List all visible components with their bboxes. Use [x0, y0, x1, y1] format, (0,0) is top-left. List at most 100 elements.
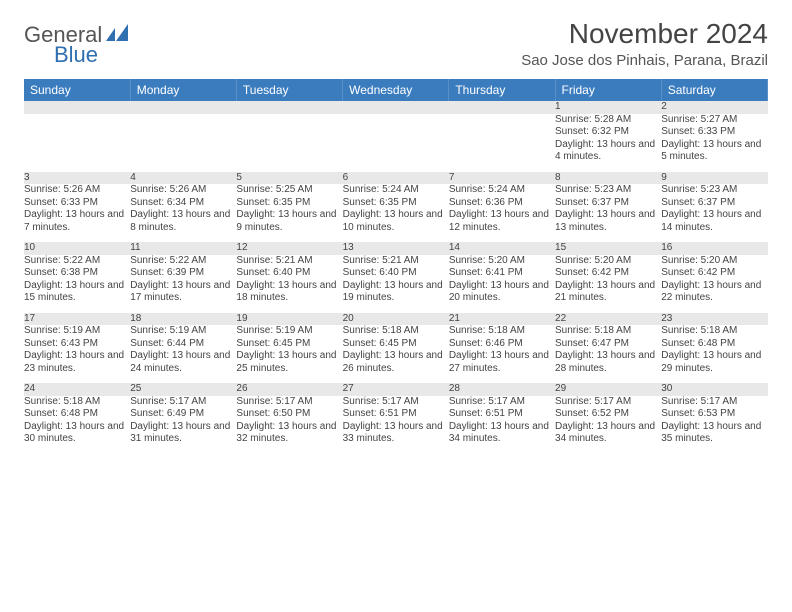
day-number: 9: [661, 172, 667, 183]
daylight-text: Daylight: 13 hours and 15 minutes.: [24, 280, 130, 305]
daylight-text: Daylight: 13 hours and 31 minutes.: [130, 421, 236, 446]
daylight-text: Daylight: 13 hours and 28 minutes.: [555, 350, 661, 375]
day-number-cell: [343, 101, 449, 114]
sunrise-text: Sunrise: 5:26 AM: [24, 184, 130, 197]
day-number-cell: 12: [236, 242, 342, 255]
day-number-cell: 27: [343, 383, 449, 396]
sunset-text: Sunset: 6:43 PM: [24, 338, 130, 351]
day-number-cell: 19: [236, 313, 342, 326]
sunrise-text: Sunrise: 5:19 AM: [24, 325, 130, 338]
weekday-header: Thursday: [449, 79, 555, 101]
day-number-cell: 15: [555, 242, 661, 255]
day-content-cell: Sunrise: 5:27 AMSunset: 6:33 PMDaylight:…: [661, 114, 767, 172]
sunrise-text: Sunrise: 5:17 AM: [343, 396, 449, 409]
day-number: 1: [555, 101, 561, 112]
day-number: 20: [343, 313, 354, 324]
day-number-cell: 18: [130, 313, 236, 326]
sunrise-text: Sunrise: 5:20 AM: [449, 255, 555, 268]
sunset-text: Sunset: 6:49 PM: [130, 408, 236, 421]
day-number: 3: [24, 172, 30, 183]
sunset-text: Sunset: 6:45 PM: [236, 338, 342, 351]
day-content-cell: Sunrise: 5:17 AMSunset: 6:51 PMDaylight:…: [343, 396, 449, 454]
sunset-text: Sunset: 6:41 PM: [449, 267, 555, 280]
daylight-text: Daylight: 13 hours and 12 minutes.: [449, 209, 555, 234]
day-number-cell: 1: [555, 101, 661, 114]
daylight-text: Daylight: 13 hours and 5 minutes.: [661, 139, 767, 164]
daylight-text: Daylight: 13 hours and 7 minutes.: [24, 209, 130, 234]
sunrise-text: Sunrise: 5:23 AM: [661, 184, 767, 197]
day-number-cell: 11: [130, 242, 236, 255]
daylight-text: Daylight: 13 hours and 23 minutes.: [24, 350, 130, 375]
sunrise-text: Sunrise: 5:21 AM: [236, 255, 342, 268]
day-number-cell: 23: [661, 313, 767, 326]
daylight-text: Daylight: 13 hours and 17 minutes.: [130, 280, 236, 305]
daylight-text: Daylight: 13 hours and 24 minutes.: [130, 350, 236, 375]
day-number-cell: [130, 101, 236, 114]
weekday-header: Wednesday: [343, 79, 449, 101]
daynum-row: 3456789: [24, 172, 768, 185]
sunrise-text: Sunrise: 5:18 AM: [661, 325, 767, 338]
daynum-row: 10111213141516: [24, 242, 768, 255]
sunset-text: Sunset: 6:34 PM: [130, 197, 236, 210]
day-content-cell: Sunrise: 5:21 AMSunset: 6:40 PMDaylight:…: [236, 255, 342, 313]
sunset-text: Sunset: 6:40 PM: [236, 267, 342, 280]
day-number: 11: [130, 242, 140, 253]
sunset-text: Sunset: 6:42 PM: [661, 267, 767, 280]
day-number-cell: [449, 101, 555, 114]
day-content-cell: Sunrise: 5:17 AMSunset: 6:52 PMDaylight:…: [555, 396, 661, 454]
daynum-row: 24252627282930: [24, 383, 768, 396]
day-number-cell: 25: [130, 383, 236, 396]
sunset-text: Sunset: 6:48 PM: [24, 408, 130, 421]
day-content-cell: Sunrise: 5:17 AMSunset: 6:53 PMDaylight:…: [661, 396, 767, 454]
sunset-text: Sunset: 6:45 PM: [343, 338, 449, 351]
day-number-cell: 24: [24, 383, 130, 396]
day-content-cell: Sunrise: 5:18 AMSunset: 6:48 PMDaylight:…: [24, 396, 130, 454]
sunset-text: Sunset: 6:37 PM: [555, 197, 661, 210]
day-number: 12: [236, 242, 247, 253]
sunrise-text: Sunrise: 5:20 AM: [555, 255, 661, 268]
day-content-cell: Sunrise: 5:17 AMSunset: 6:49 PMDaylight:…: [130, 396, 236, 454]
day-content-cell: Sunrise: 5:20 AMSunset: 6:42 PMDaylight:…: [661, 255, 767, 313]
day-number: 14: [449, 242, 460, 253]
day-number: 27: [343, 383, 354, 394]
sunset-text: Sunset: 6:37 PM: [661, 197, 767, 210]
day-number-cell: 17: [24, 313, 130, 326]
day-content-cell: Sunrise: 5:20 AMSunset: 6:42 PMDaylight:…: [555, 255, 661, 313]
day-number: 16: [661, 242, 672, 253]
sunrise-text: Sunrise: 5:17 AM: [661, 396, 767, 409]
daylight-text: Daylight: 13 hours and 20 minutes.: [449, 280, 555, 305]
sunrise-text: Sunrise: 5:18 AM: [24, 396, 130, 409]
daylight-text: Daylight: 13 hours and 14 minutes.: [661, 209, 767, 234]
sunset-text: Sunset: 6:53 PM: [661, 408, 767, 421]
daynum-row: 17181920212223: [24, 313, 768, 326]
day-number: 24: [24, 383, 35, 394]
sunrise-text: Sunrise: 5:18 AM: [555, 325, 661, 338]
content-row: Sunrise: 5:19 AMSunset: 6:43 PMDaylight:…: [24, 325, 768, 383]
day-number-cell: 30: [661, 383, 767, 396]
daylight-text: Daylight: 13 hours and 26 minutes.: [343, 350, 449, 375]
sunrise-text: Sunrise: 5:19 AM: [130, 325, 236, 338]
day-content-cell: Sunrise: 5:18 AMSunset: 6:48 PMDaylight:…: [661, 325, 767, 383]
day-content-cell: Sunrise: 5:18 AMSunset: 6:46 PMDaylight:…: [449, 325, 555, 383]
sunrise-text: Sunrise: 5:21 AM: [343, 255, 449, 268]
daylight-text: Daylight: 13 hours and 35 minutes.: [661, 421, 767, 446]
sunrise-text: Sunrise: 5:19 AM: [236, 325, 342, 338]
weekday-header: Monday: [130, 79, 236, 101]
day-content-cell: Sunrise: 5:18 AMSunset: 6:45 PMDaylight:…: [343, 325, 449, 383]
day-number-cell: 29: [555, 383, 661, 396]
title-block: November 2024 Sao Jose dos Pinhais, Para…: [521, 18, 768, 69]
daylight-text: Daylight: 13 hours and 34 minutes.: [555, 421, 661, 446]
weekday-header: Sunday: [24, 79, 130, 101]
calendar-body: 12Sunrise: 5:28 AMSunset: 6:32 PMDayligh…: [24, 101, 768, 454]
sunset-text: Sunset: 6:40 PM: [343, 267, 449, 280]
day-number: 28: [449, 383, 460, 394]
logo-text-line2: Blue: [54, 44, 132, 66]
sunset-text: Sunset: 6:38 PM: [24, 267, 130, 280]
day-number-cell: [24, 101, 130, 114]
weekday-header-row: Sunday Monday Tuesday Wednesday Thursday…: [24, 79, 768, 101]
daylight-text: Daylight: 13 hours and 33 minutes.: [343, 421, 449, 446]
sunrise-text: Sunrise: 5:17 AM: [555, 396, 661, 409]
day-content-cell: [130, 114, 236, 172]
day-content-cell: Sunrise: 5:17 AMSunset: 6:51 PMDaylight:…: [449, 396, 555, 454]
day-content-cell: [449, 114, 555, 172]
